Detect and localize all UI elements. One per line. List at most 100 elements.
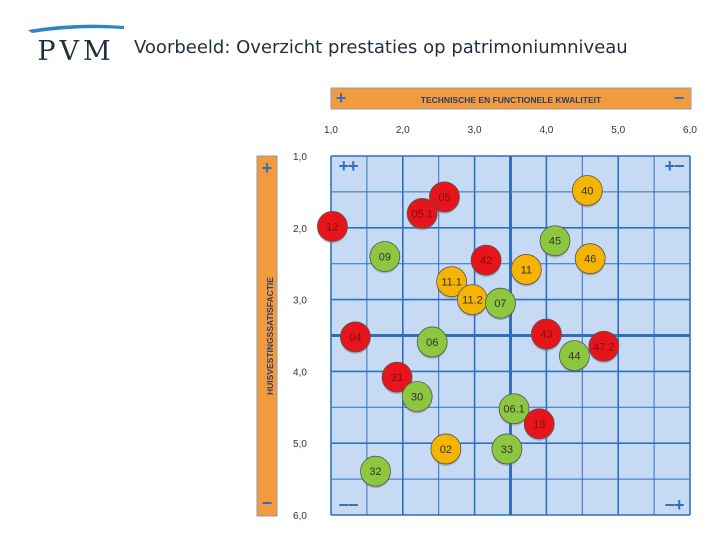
- x-axis-minus-end: −: [674, 88, 685, 108]
- data-point: 42: [470, 244, 502, 278]
- data-point: 32: [360, 455, 391, 489]
- data-point-label: 04: [349, 332, 361, 344]
- y-tick-label: 4,0: [293, 367, 307, 378]
- data-point-marker: [510, 254, 542, 285]
- y-tick-label: 1,0: [293, 152, 307, 163]
- data-point-marker: [360, 455, 391, 487]
- y-tick-label: 3,0: [293, 296, 307, 307]
- data-point-label: 12: [326, 221, 338, 233]
- data-point-label: 05.1: [411, 208, 432, 220]
- data-point-marker: [340, 321, 371, 353]
- data-point: 47.2: [588, 330, 620, 364]
- data-point-label: 33: [501, 444, 513, 456]
- data-point-label: 06: [426, 337, 438, 349]
- data-point-label: 09: [379, 252, 391, 264]
- logo-text: PVM: [37, 36, 114, 66]
- data-point: 09: [369, 241, 401, 274]
- data-point-label: 11: [521, 264, 532, 276]
- data-point-label: 43: [540, 329, 552, 341]
- data-point: 46: [574, 243, 606, 276]
- data-point-marker: [574, 243, 606, 275]
- data-point: 13: [523, 408, 555, 441]
- data-point: 11.2: [457, 284, 488, 317]
- data-point-label: 05: [438, 192, 450, 204]
- x-axis-title-band: [330, 87, 692, 110]
- y-tick-label: 5,0: [293, 439, 307, 450]
- data-point-label: 45: [549, 236, 561, 248]
- quadrant-label: ++: [338, 156, 358, 176]
- data-point-marker: [498, 393, 530, 425]
- data-point: 45: [539, 225, 571, 258]
- data-point-marker: [588, 330, 620, 362]
- data-point: 06.1: [498, 393, 530, 426]
- y-axis-minus-end: −: [262, 493, 273, 513]
- data-point-label: 02: [440, 444, 452, 456]
- data-point: 30: [401, 381, 433, 414]
- data-point-marker: [559, 340, 590, 372]
- data-point-marker: [470, 244, 502, 276]
- quadrant-label: −+: [664, 495, 684, 515]
- data-point-marker: [401, 381, 433, 412]
- x-axis-title: TECHNISCHE EN FUNCTIONELE KWALITEIT: [421, 95, 602, 105]
- data-point-marker: [491, 433, 523, 465]
- quadrant-label: +−: [664, 156, 684, 176]
- data-point-marker: [571, 175, 603, 206]
- x-tick-label: 4,0: [539, 125, 553, 136]
- data-point-marker: [406, 198, 438, 229]
- data-point: 11: [510, 254, 542, 287]
- data-point-marker: [485, 287, 516, 319]
- data-point: 43: [531, 318, 562, 352]
- data-point-label: 30: [411, 392, 423, 404]
- slide-title: Voorbeeld: Overzicht prestaties op patri…: [134, 37, 628, 58]
- x-tick-label: 6,0: [683, 125, 697, 136]
- data-point: 02: [430, 433, 462, 466]
- y-tick-label: 6,0: [293, 511, 307, 522]
- data-point-marker: [430, 433, 462, 465]
- data-point-marker: [436, 266, 468, 298]
- pvm-logo: PVM: [28, 24, 124, 66]
- data-point-label: 13: [533, 419, 545, 431]
- data-point: 31: [381, 361, 413, 395]
- data-point-marker: [539, 225, 571, 257]
- data-point: 40: [571, 175, 603, 208]
- x-tick-label: 3,0: [468, 125, 482, 136]
- data-point-label: 32: [369, 466, 381, 478]
- data-point-label: 11.1: [441, 277, 462, 289]
- data-point-label: 40: [581, 185, 593, 197]
- logo-swoosh: [28, 24, 124, 33]
- x-axis-plus-end: +: [336, 88, 347, 108]
- data-point-marker: [416, 326, 448, 358]
- data-point-marker: [531, 318, 562, 350]
- data-point-marker: [381, 361, 413, 393]
- x-tick-label: 2,0: [396, 125, 410, 136]
- data-point-label: 11.2: [462, 295, 483, 307]
- data-point-label: 42: [480, 255, 492, 267]
- data-point-label: 47.2: [593, 341, 614, 353]
- data-point-marker: [429, 181, 460, 213]
- data-point-marker: [523, 408, 555, 440]
- y-axis-title-band: [256, 155, 278, 517]
- data-point-label: 07: [494, 298, 506, 310]
- quadrant-label: −−: [338, 495, 358, 515]
- data-point-marker: [317, 210, 348, 242]
- data-point: 04: [340, 321, 371, 354]
- data-point: 05.1: [406, 198, 438, 231]
- x-tick-label: 5,0: [611, 125, 625, 136]
- data-point: 11.1: [436, 266, 468, 299]
- data-point-label: 06.1: [503, 404, 524, 416]
- y-axis-title: HUISVESTINGSSATISFACTIE: [265, 277, 275, 395]
- x-tick-label: 1,0: [324, 125, 338, 136]
- data-point-label: 31: [391, 372, 403, 384]
- data-point: 05: [429, 181, 460, 214]
- data-point: 44: [559, 340, 590, 373]
- y-tick-label: 2,0: [293, 224, 307, 235]
- data-point: 06: [416, 326, 448, 359]
- y-axis-plus-end: +: [262, 158, 273, 178]
- data-point: 12: [317, 210, 348, 244]
- data-point-label: 46: [584, 254, 596, 266]
- data-point: 07: [485, 287, 516, 321]
- data-point-label: 44: [568, 351, 580, 363]
- data-point-marker: [369, 241, 401, 272]
- data-point: 33: [491, 433, 523, 466]
